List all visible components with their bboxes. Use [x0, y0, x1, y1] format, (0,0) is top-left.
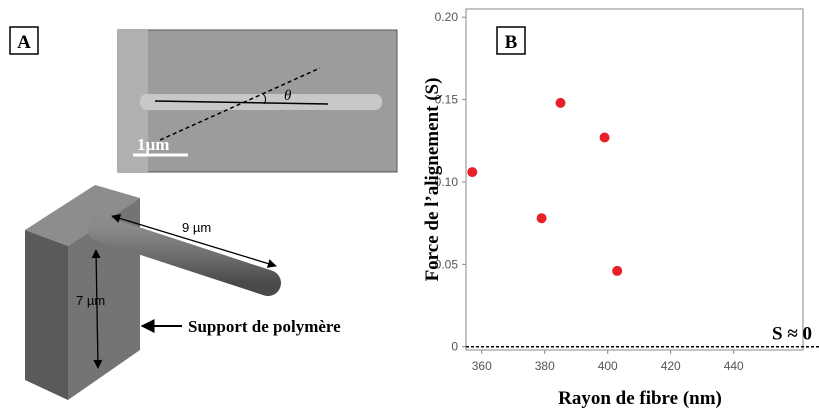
point	[599, 132, 610, 143]
x-tick-label: 440	[724, 359, 744, 373]
y-tick-label: 0.20	[435, 10, 459, 24]
y-tick-label: 0	[451, 340, 458, 354]
sem-fiber	[140, 94, 382, 110]
point	[555, 97, 566, 108]
length-arrow	[111, 214, 277, 268]
y-tick-label: 0.05	[435, 257, 459, 271]
angle-label: θ	[284, 88, 292, 104]
support-label: Support de polymère	[188, 317, 341, 336]
block-side	[25, 230, 68, 400]
length-label: 9 µm	[182, 220, 211, 235]
plot-frame	[465, 8, 804, 351]
fiber-axis	[154, 100, 329, 105]
x-axis-label: Rayon de fibre (nm)	[558, 388, 722, 409]
panel-label-box	[496, 26, 526, 55]
angle-arc	[261, 92, 267, 105]
point	[467, 167, 478, 178]
panel-label-box	[9, 26, 39, 55]
x-tick-label: 420	[661, 359, 681, 373]
alignment-axis	[159, 67, 321, 141]
height-label: 7 µm	[76, 293, 105, 308]
annotation: S ≈ 0	[772, 324, 812, 345]
point	[536, 213, 547, 224]
scatter-chart: 0.20 0.15 0.10 0.05 0 360 380 400 420 440 S ≈ 0 B Ra…	[422, 8, 819, 409]
y-tick-label: 0.10	[435, 175, 459, 189]
point	[612, 265, 623, 276]
panel-label: A	[17, 32, 31, 53]
y-tick-label: 0.15	[435, 93, 459, 107]
x-tick-label: 380	[535, 359, 555, 373]
height-arrow	[91, 249, 103, 369]
x-tick-label: 360	[472, 359, 492, 373]
block-top	[25, 185, 140, 246]
scale-bar-label: 1µm	[137, 135, 169, 154]
x-tick-label: 400	[598, 359, 618, 373]
y-axis-label: Force de l’alignement (S)	[422, 78, 443, 282]
panel-label: B	[505, 32, 518, 53]
